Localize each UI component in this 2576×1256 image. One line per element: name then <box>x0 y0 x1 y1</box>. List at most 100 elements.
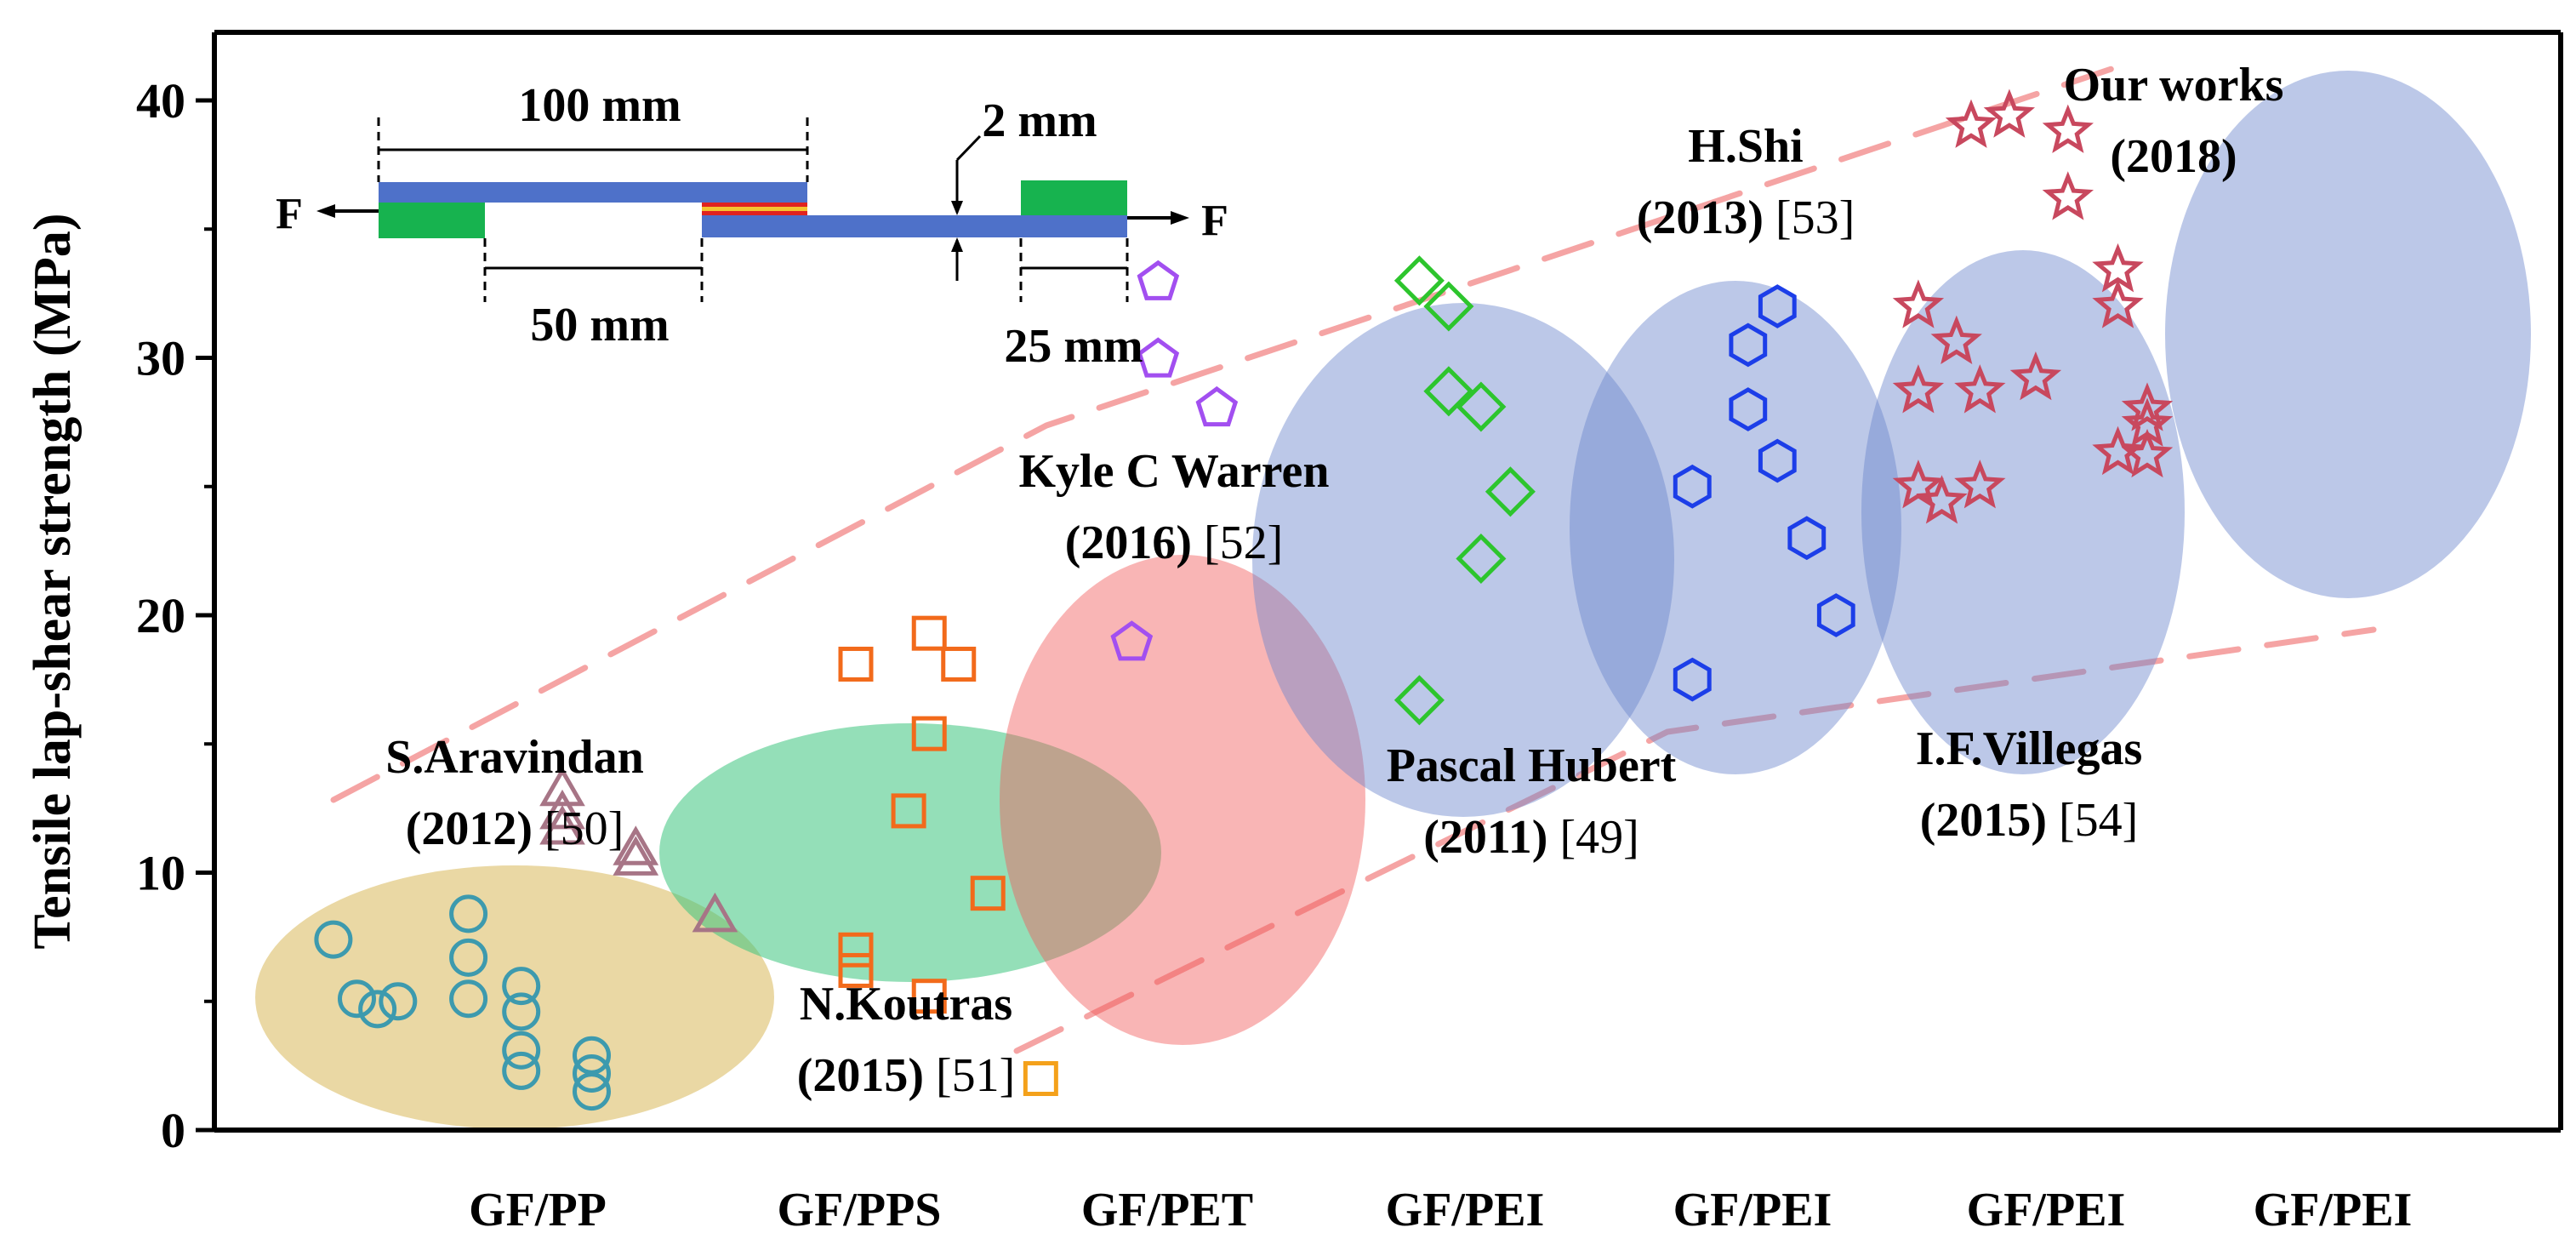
data-point-hexagon-5-3 <box>1729 387 1768 431</box>
x-category-label-5: GF/PEI <box>1967 1184 2126 1236</box>
data-point-star-6-1 <box>1983 88 2036 138</box>
data-point-star-6-15 <box>1892 460 1945 509</box>
data-point-star-6-16 <box>1916 475 1968 524</box>
data-point-diamond-4-4 <box>1456 381 1507 432</box>
data-point-square-2-3 <box>891 793 926 829</box>
y-tick-label-0: 0 <box>161 1103 185 1158</box>
data-point-circle-0-4 <box>449 894 488 933</box>
data-point-square-2-6 <box>911 979 947 1014</box>
data-point-star-6-14 <box>2121 428 2174 478</box>
ellipse-gf-pei-3 <box>1252 303 1674 817</box>
data-point-triangle-1-0 <box>539 766 585 807</box>
data-point-star-6-6 <box>1892 364 1945 414</box>
data-point-circle-0-0 <box>314 920 353 959</box>
data-point-hexagon-5-7 <box>1816 593 1855 637</box>
y-tick-label-30: 30 <box>136 331 185 386</box>
inset-upper-adherend <box>379 182 807 203</box>
data-point-star-6-5 <box>1930 315 1982 365</box>
x-category-label-4: GF/PEI <box>1673 1184 1832 1236</box>
x-category-label-2: GF/PET <box>1081 1184 1253 1236</box>
series-label-year-4: (2013) <box>1637 191 1764 244</box>
series-label-year-6: (2018) <box>2110 130 2237 183</box>
axes-layer: 0 10 20 30 40 Tensile lap-shear strength (MPa… <box>24 30 2563 1236</box>
series-label-name-6: Our works <box>2064 59 2284 111</box>
data-point-square-2-1 <box>838 932 874 968</box>
data-point-diamond-4-5 <box>1456 533 1507 585</box>
data-point-triangle-1-5 <box>692 892 738 933</box>
inset-force-right-label: F <box>1201 197 1228 245</box>
data-point-triangle-1-1 <box>539 789 585 830</box>
data-point-circle-0-2 <box>358 990 397 1029</box>
series-label-name-2: Kyle C Warren <box>1018 445 1329 498</box>
data-point-circle-0-5 <box>449 938 488 977</box>
data-point-diamond-4-1 <box>1393 675 1445 726</box>
specimen-inset: F F 100 mm 50 mm 25 mm 2 mm <box>276 79 1228 373</box>
x-category-label-1: GF/PPS <box>778 1184 942 1236</box>
inset-adhesive-red-2 <box>702 211 807 215</box>
data-point-star-6-13 <box>2092 425 2144 476</box>
series-label-year-3: (2011) <box>1423 811 1547 864</box>
data-point-diamond-4-0 <box>1393 255 1445 306</box>
inset-right-tab <box>1021 180 1127 215</box>
data-point-circle-0-12 <box>573 1053 611 1093</box>
inset-adhesive-red-1 <box>702 203 807 207</box>
data-point-pentagon-3-2 <box>1137 337 1180 378</box>
inset-left-tab <box>379 203 485 238</box>
series-label-ref-1: [51] <box>936 1049 1015 1102</box>
series-label-year-2: (2016) <box>1065 517 1192 569</box>
data-point-square-2-2 <box>838 952 874 988</box>
data-point-hexagon-5-5 <box>1758 438 1797 483</box>
ellipse-gf-pps-1 <box>659 723 1161 982</box>
data-point-square-2-8 <box>970 876 1006 911</box>
data-point-pentagon-3-1 <box>1137 260 1180 300</box>
data-point-hexagon-5-1 <box>1673 657 1712 702</box>
series-label-year-0: (2012) <box>406 802 533 855</box>
y-tick-label-20: 20 <box>136 588 185 643</box>
series-label-year-5: (2015) <box>1920 794 2047 847</box>
series-label-name-3: Pascal Hubert <box>1387 739 1677 792</box>
data-point-star-6-11 <box>2121 382 2174 431</box>
data-point-circle-0-13 <box>573 1072 611 1111</box>
data-point-star-6-8 <box>2009 351 2062 401</box>
series-label-year-ref-2: (2016) [52] <box>1065 517 1284 569</box>
ellipse-layer <box>255 71 2531 1129</box>
x-category-label-0: GF/PP <box>469 1184 607 1236</box>
ellipse-gf-pei-6 <box>2165 71 2531 598</box>
series-label-name-0: S.Aravindan <box>385 731 643 784</box>
y-axis-title: Tensile lap-shear strength (MPa) <box>24 213 82 949</box>
series-label-ref-3: [49] <box>1559 811 1638 864</box>
trend-band-layer <box>330 65 2377 1054</box>
inset-dim-2-upper-arrowhead <box>951 201 963 215</box>
inset-adhesive-yellow <box>702 207 807 211</box>
series-label-year-ref-3: (2011) [49] <box>1423 811 1639 864</box>
data-point-square-2-9 <box>1023 1061 1058 1096</box>
series-label-name-4: H.Shi <box>1688 120 1803 173</box>
y-tick-label-10: 10 <box>136 846 185 901</box>
y-tick-label-40: 40 <box>136 73 185 128</box>
series-label-ref-2: [52] <box>1204 517 1283 569</box>
data-point-circle-0-3 <box>379 982 418 1021</box>
series-label-name-5: I.F.Villegas <box>1916 722 2143 775</box>
series-label-name-1: N.Koutras <box>800 978 1012 1030</box>
data-point-square-2-7 <box>941 646 977 682</box>
ellipse-gf-pei-4 <box>1570 281 1901 774</box>
series-label-ref-4: [53] <box>1775 191 1855 244</box>
series-label-layer: S.Aravindan (2012) [50] N.Koutras (2015) [51]… <box>385 59 2283 1102</box>
x-category-label-3: GF/PEI <box>1386 1184 1545 1236</box>
inset-force-left-arrowhead <box>316 204 335 218</box>
series-label-ref-5: [54] <box>2059 794 2138 847</box>
ellipse-gf-pet-2 <box>1000 555 1365 1045</box>
inset-dim-2-lower-arrowhead <box>951 237 963 252</box>
inset-dim-25-label: 25 mm <box>1004 320 1143 373</box>
series-label-year-ref-0: (2012) [50] <box>406 802 624 855</box>
ellipse-gf-pei-5 <box>1861 250 2185 774</box>
data-point-circle-0-1 <box>338 979 376 1019</box>
data-point-circle-0-8 <box>502 992 541 1031</box>
data-point-square-2-0 <box>838 646 874 682</box>
series-label-ref-0: [50] <box>544 802 624 855</box>
data-point-diamond-4-3 <box>1423 366 1474 417</box>
trend-band-upper <box>330 65 2117 803</box>
inset-dim-50-label: 50 mm <box>530 299 669 351</box>
data-point-pentagon-3-0 <box>1110 620 1154 661</box>
